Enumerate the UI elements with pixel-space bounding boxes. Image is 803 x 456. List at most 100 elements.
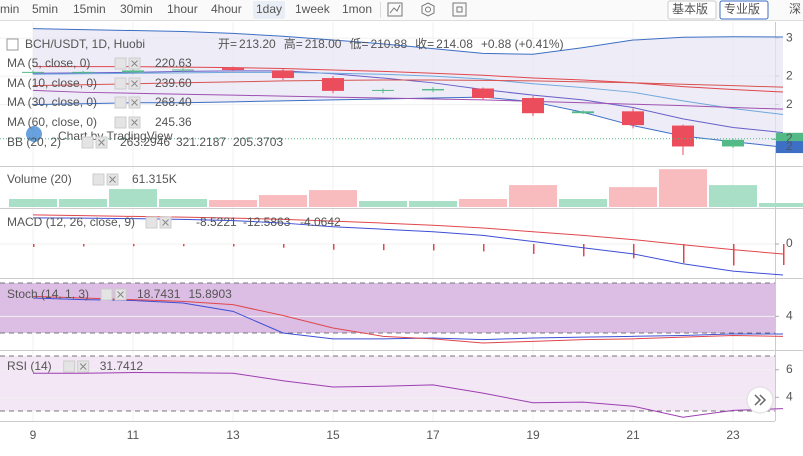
legend-name: MA (5, close, 0) (7, 56, 90, 70)
histogram-bar (633, 244, 635, 259)
panel-title: Stoch (14, 1, 3) (7, 287, 89, 301)
candle-body (522, 98, 544, 114)
legend-settings-icon[interactable] (145, 216, 158, 229)
indicator-icon[interactable] (387, 2, 403, 17)
volume-bar (609, 187, 657, 207)
toolbar-icons[interactable] (387, 2, 467, 17)
legend-settings-icon[interactable] (114, 77, 127, 90)
candle-body (472, 88, 494, 99)
interval-button[interactable]: 30min (120, 2, 153, 16)
price-tag (776, 141, 803, 154)
price-tag-label: 2 (786, 131, 793, 145)
scroll-button[interactable] (746, 386, 774, 414)
chart-title: BCH/USDT, 1D, Huobi (25, 37, 145, 51)
indicator-line (33, 372, 784, 418)
candle-body (22, 71, 44, 73)
fullscreen-icon[interactable] (452, 2, 467, 17)
histogram-bar (383, 244, 385, 251)
interval-button[interactable]: min (0, 2, 19, 16)
histogram-bar (583, 244, 585, 257)
interval-button[interactable]: 15min (73, 2, 106, 16)
candle-body (172, 69, 194, 71)
legend-close-cross (131, 80, 138, 87)
legend-settings-icon[interactable] (100, 288, 113, 301)
quote-label: 开= (218, 37, 237, 51)
legend-value: -8.5221 (196, 215, 237, 229)
histogram-bar (683, 244, 685, 263)
histogram-bar (83, 244, 85, 247)
panel-title: RSI (14) (7, 359, 52, 373)
candle-body (572, 111, 594, 114)
legend-value: 263.2946 (120, 135, 170, 149)
legend-close-cross (98, 139, 105, 146)
settings-icon[interactable] (421, 2, 435, 17)
legend-close-cross (109, 176, 116, 183)
band-fill (0, 355, 775, 412)
mode-button[interactable]: 专业版 (724, 1, 760, 16)
volume-bar (709, 185, 757, 207)
legend-close-cross (131, 119, 138, 126)
interval-button[interactable]: 5min (32, 2, 58, 16)
legend-close-cross (162, 219, 169, 226)
legend-settings-icon[interactable] (92, 173, 105, 186)
legend-settings-icon[interactable] (63, 360, 76, 373)
legend-settings-icon[interactable] (114, 57, 127, 70)
volume-bar (459, 199, 507, 207)
watermark-logo (26, 126, 42, 142)
interval-button[interactable]: 4hour (211, 2, 242, 16)
volume-bar (109, 189, 157, 207)
quote-value: 210.88 (370, 37, 407, 51)
histogram-bar (333, 244, 335, 250)
volume-bar (359, 201, 407, 207)
interval-button[interactable]: 1week (295, 2, 331, 16)
volume-bar (309, 190, 357, 207)
volume-bar (9, 199, 57, 207)
x-tick-label: 21 (626, 428, 640, 442)
indicator-line (32, 214, 784, 255)
legend-settings-icon[interactable] (114, 96, 127, 109)
collapse-icon[interactable] (6, 38, 19, 51)
interval-button[interactable]: 1mon (342, 2, 372, 16)
volume-bar (759, 203, 803, 207)
volume-bar (259, 195, 307, 207)
candle-body (672, 125, 694, 147)
quote-label: 高= (284, 36, 303, 51)
interval-selected-bg (253, 1, 285, 19)
histogram-bar (33, 244, 35, 247)
quote-value: 214.08 (436, 37, 473, 51)
legend-name: MA (60, close, 0) (7, 115, 97, 129)
volume-bar (409, 201, 457, 207)
mode-box[interactable] (719, 0, 769, 20)
volume-bar (509, 185, 557, 207)
legend-value: 321.2187 (176, 135, 226, 149)
band-fill (0, 283, 775, 333)
x-tick-label: 19 (526, 428, 540, 442)
volume-bar (59, 199, 107, 207)
interval-button[interactable]: 1hour (167, 2, 198, 16)
price-tag-label: 2 (786, 139, 793, 153)
x-tick-label: 11 (127, 428, 140, 442)
legend-close-cross (131, 60, 138, 67)
bb-fill (33, 28, 783, 148)
mode-button[interactable]: 深 (789, 2, 801, 16)
quote-change: +0.88 (+0.41%) (481, 37, 564, 51)
legend-settings-icon[interactable] (81, 136, 94, 149)
mode-box[interactable] (667, 0, 717, 20)
histogram-bar (133, 244, 135, 247)
legend-value: -4.0642 (300, 215, 341, 229)
legend-settings-icon[interactable] (114, 116, 127, 129)
y-tick-label: 6 (786, 362, 793, 376)
y-tick-label: 4 (786, 389, 793, 403)
indicator-line (32, 295, 784, 344)
mode-button[interactable]: 基本版 (672, 2, 708, 16)
quote-label: 收= (415, 37, 434, 51)
y-tick-label: 3 (786, 30, 793, 44)
candle-body (222, 68, 244, 70)
y-tick-label: 2 (786, 68, 793, 82)
legend-name: BB (20, 2) (7, 135, 61, 149)
bb-middle (33, 66, 784, 93)
interval-button[interactable]: 1day (256, 2, 282, 16)
indicator-line (32, 297, 784, 341)
x-tick-label: 9 (30, 428, 37, 442)
